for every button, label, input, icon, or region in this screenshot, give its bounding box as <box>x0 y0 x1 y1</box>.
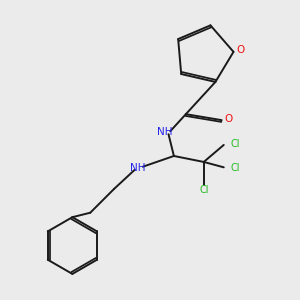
Text: Cl: Cl <box>230 163 239 173</box>
Text: Cl: Cl <box>199 185 208 195</box>
Text: NH: NH <box>130 163 146 173</box>
Text: Cl: Cl <box>230 139 239 149</box>
Text: O: O <box>224 114 233 124</box>
Text: O: O <box>236 45 244 55</box>
Text: NH: NH <box>157 127 173 137</box>
